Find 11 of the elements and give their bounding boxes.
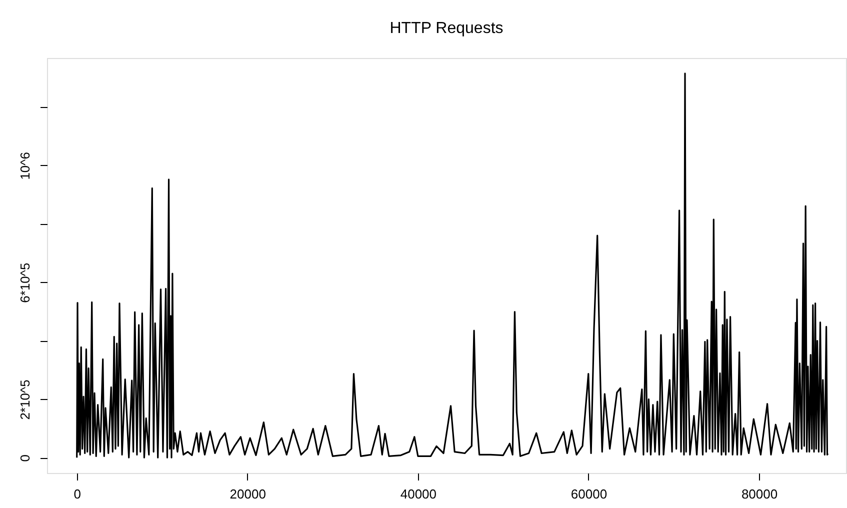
y-tick-label: 2*10^5	[18, 380, 32, 420]
x-tick-label: 20000	[230, 486, 266, 502]
chart-title: HTTP Requests	[390, 20, 504, 37]
x-tick-label: 0	[74, 486, 81, 502]
x-tick-label: 40000	[400, 486, 437, 502]
x-tick-label: 60000	[570, 486, 608, 502]
y-tick-label: 0	[18, 454, 32, 462]
x-tick-label: 80000	[741, 486, 778, 502]
line-series	[76, 72, 829, 458]
y-tick-label: 10^6	[18, 152, 32, 180]
y-tick-label: 6*10^5	[18, 262, 32, 303]
